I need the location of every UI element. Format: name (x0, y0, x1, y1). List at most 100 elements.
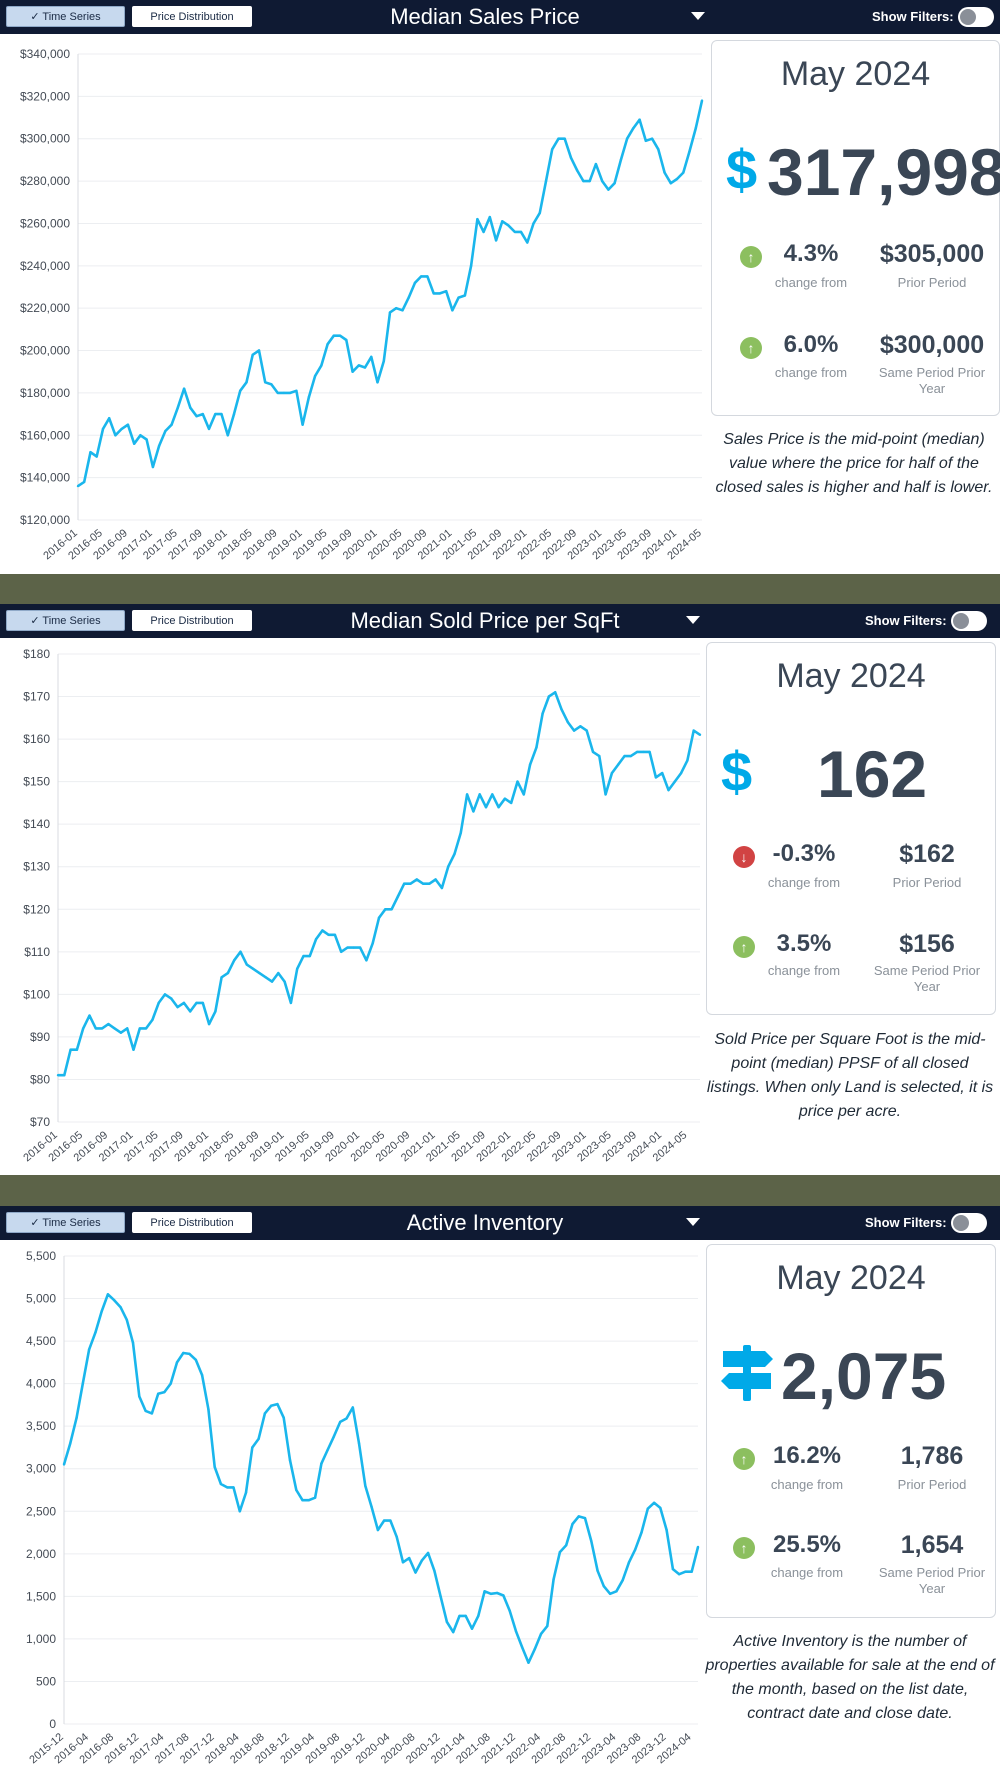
y-tick-label: $280,000 (20, 174, 70, 188)
data-point (438, 292, 442, 295)
data-point (407, 296, 410, 299)
data-point (87, 1348, 91, 1351)
data-point (282, 1416, 285, 1419)
data-point (690, 1570, 693, 1573)
chevron-down-icon[interactable] (686, 616, 700, 624)
data-point (170, 423, 173, 426)
data-point (673, 780, 676, 783)
show-filters-toggle[interactable] (951, 1213, 987, 1233)
y-tick-label: $180,000 (20, 386, 70, 400)
data-point (257, 1437, 260, 1441)
data-point (189, 1010, 192, 1013)
data-point (629, 754, 632, 758)
metric-title: Median Sales Price (390, 4, 580, 29)
data-point (439, 1595, 442, 1598)
data-point (698, 733, 702, 736)
data-point (170, 997, 173, 1000)
data-point (632, 126, 635, 130)
data-point (544, 179, 548, 183)
data-point (339, 1420, 342, 1424)
data-point (516, 780, 519, 783)
chevron-down-icon[interactable] (686, 1218, 700, 1226)
data-point (451, 309, 454, 312)
data-point (345, 338, 348, 342)
data-point (232, 1486, 235, 1489)
data-point (627, 1561, 631, 1564)
data-point (652, 1501, 656, 1504)
data-point (346, 946, 349, 949)
data-point (527, 1661, 530, 1664)
arrow-down-icon: ↓ (733, 846, 755, 868)
data-point (151, 465, 155, 469)
y-tick-label: 5,000 (26, 1292, 56, 1306)
data-point (351, 370, 354, 373)
prior-period-value: 1,786 (900, 1442, 964, 1470)
data-point (132, 1048, 135, 1051)
data-point (602, 1585, 605, 1588)
show-filters-toggle[interactable] (958, 7, 994, 27)
data-point (679, 771, 683, 775)
data-point (488, 215, 491, 219)
toggle-knob (953, 613, 969, 629)
data-point (295, 389, 298, 392)
data-point (619, 158, 623, 162)
summary-card: May 2024 $ 317,998 ↑ 4.3% change from $3… (711, 40, 1000, 416)
metric-description: Sales Price is the mid-point (median) va… (715, 431, 993, 496)
y-tick-label: $70 (30, 1115, 50, 1129)
data-point (503, 797, 507, 800)
data-point (625, 137, 629, 140)
data-point (469, 264, 473, 267)
data-point (363, 366, 367, 369)
sales-price-chart: $340,000 $320,000 $300,000 $280,000 $260,000… (20, 47, 704, 562)
data-point (100, 1310, 103, 1313)
data-point (213, 1465, 216, 1469)
data-point (432, 292, 435, 295)
data-point (220, 412, 223, 416)
data-point (125, 1318, 128, 1321)
data-point (69, 1048, 72, 1051)
data-point (258, 971, 261, 975)
show-filters-toggle[interactable] (951, 611, 987, 631)
data-point (390, 908, 393, 911)
data-point (201, 412, 204, 416)
tab-price-distribution[interactable]: Price Distribution (132, 610, 252, 631)
data-point (244, 1491, 248, 1494)
y-tick-label: $140 (23, 817, 50, 831)
data-point (283, 980, 286, 983)
data-point (233, 959, 236, 962)
tab-time-series[interactable]: ✓ Time Series (6, 6, 125, 27)
data-point (301, 1499, 304, 1502)
dollar-icon: $ (726, 138, 758, 201)
data-point (644, 139, 647, 142)
chevron-down-icon[interactable] (691, 12, 705, 20)
big-value: 317,998 (767, 135, 1000, 209)
tab-price-distribution[interactable]: Price Distribution (132, 6, 252, 27)
data-point (326, 1448, 329, 1452)
data-point (495, 1591, 499, 1595)
panel-active-inventory: ✓ Time Series Price Distribution Active … (0, 1206, 1000, 1778)
data-point (601, 179, 604, 183)
data-point (566, 720, 569, 724)
y-tick-label: $120,000 (20, 513, 70, 527)
y-tick-label: $170 (23, 690, 50, 704)
big-value: 2,075 (781, 1339, 947, 1413)
data-point (238, 1510, 241, 1513)
data-point (565, 1544, 568, 1547)
data-point (582, 179, 585, 183)
data-point (447, 865, 450, 868)
prior-period-label: Prior Period (897, 1477, 967, 1492)
data-point (579, 725, 582, 728)
data-point (596, 1569, 599, 1572)
tab-time-series[interactable]: ✓ Time Series (6, 1212, 125, 1233)
data-point (533, 1647, 536, 1651)
data-point (621, 1579, 624, 1582)
change-from-label: change from (767, 963, 841, 978)
data-point (176, 406, 179, 409)
tab-price-distribution[interactable]: Price Distribution (132, 1212, 252, 1233)
tab-time-series[interactable]: ✓ Time Series (6, 610, 125, 631)
data-point (207, 1408, 210, 1411)
data-point (671, 1567, 675, 1571)
arrow-up-icon: ↑ (733, 936, 755, 958)
data-point (288, 1459, 292, 1462)
data-point (615, 1590, 618, 1593)
